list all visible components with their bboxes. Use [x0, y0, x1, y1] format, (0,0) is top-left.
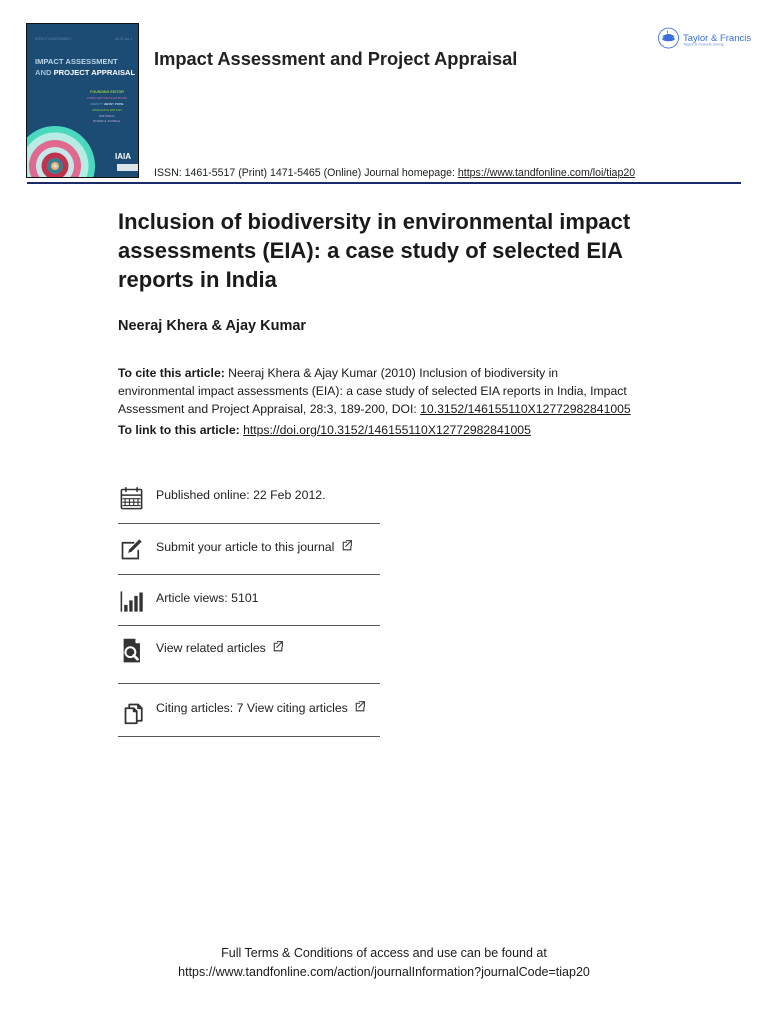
svg-text:IAIA: IAIA — [115, 152, 131, 161]
svg-text:MANAGING EDITOR: MANAGING EDITOR — [92, 108, 122, 112]
svg-text:FOUNDING EDITOR: FOUNDING EDITOR — [90, 90, 124, 94]
svg-text:DEPUTY JENNY POPE: DEPUTY JENNY POPE — [91, 102, 124, 106]
svg-text:CHIEF EDITOR ALAN BOND: CHIEF EDITOR ALAN BOND — [87, 96, 128, 100]
svg-text:Taylor & Francis Group: Taylor & Francis Group — [683, 42, 725, 47]
svg-text:AND PROJECT APPRAISAL: AND PROJECT APPRAISAL — [35, 68, 135, 77]
svg-text:IMPACT ASSESSMENT: IMPACT ASSESSMENT — [35, 37, 71, 41]
svg-text:IMPACT ASSESSMENT: IMPACT ASSESSMENT — [35, 57, 118, 66]
svg-text:BOARD & JOURNAL: BOARD & JOURNAL — [93, 119, 121, 123]
svg-text:EDITORIAL: EDITORIAL — [99, 114, 115, 118]
svg-text:Vol 30 Iss 1: Vol 30 Iss 1 — [114, 37, 132, 41]
